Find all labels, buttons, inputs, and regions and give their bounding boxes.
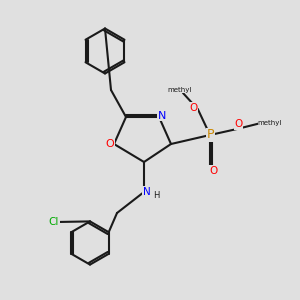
Text: O: O: [234, 119, 243, 130]
Text: N: N: [143, 187, 151, 197]
Text: O: O: [209, 166, 217, 176]
Text: methyl: methyl: [258, 120, 282, 126]
Text: O: O: [189, 103, 198, 113]
Text: P: P: [206, 128, 214, 142]
Text: H: H: [153, 190, 159, 200]
Text: Cl: Cl: [49, 217, 59, 227]
Text: methyl: methyl: [168, 87, 192, 93]
Text: N: N: [158, 110, 166, 121]
Text: O: O: [105, 139, 114, 149]
